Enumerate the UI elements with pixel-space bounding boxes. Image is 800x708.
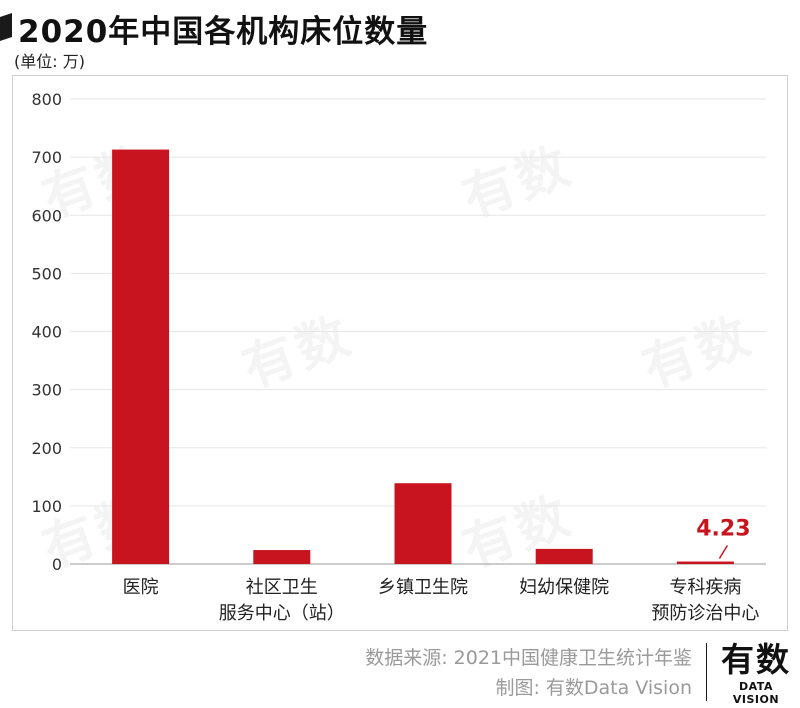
brand-logo: 有数 DATA VISION xyxy=(716,640,796,706)
logo-sub-text: DATA VISION xyxy=(732,680,780,706)
y-tick-label: 300 xyxy=(31,381,62,400)
bar xyxy=(394,483,452,564)
logo-main-text: 有数 xyxy=(721,640,791,679)
x-tick-label: 服务中心（站） xyxy=(219,603,345,624)
x-tick-label: 医院 xyxy=(123,577,159,598)
y-tick-label: 200 xyxy=(31,439,62,458)
y-tick-label: 400 xyxy=(31,323,62,342)
chart-title: 2020年中国各机构床位数量 xyxy=(18,14,429,50)
y-tick-label: 500 xyxy=(31,264,62,283)
title-marker xyxy=(0,13,12,41)
logo-divider xyxy=(706,643,707,701)
y-tick-label: 100 xyxy=(31,497,62,516)
data-label-leader xyxy=(718,545,729,559)
source-note: 数据来源: 2021中国健康卫生统计年鉴 制图: 有数Data Vision xyxy=(365,643,692,703)
data-label: 4.23 xyxy=(696,517,750,542)
source-text: 数据来源: 2021中国健康卫生统计年鉴 xyxy=(365,647,692,669)
bar xyxy=(112,149,170,564)
x-tick-label: 乡镇卫生院 xyxy=(378,577,468,598)
unit-label: (单位: 万) xyxy=(14,52,85,71)
x-tick-label: 预防诊治中心 xyxy=(651,603,759,624)
maker-text: 制图: 有数Data Vision xyxy=(495,677,692,699)
y-tick-label: 600 xyxy=(31,206,62,225)
x-tick-label: 社区卫生 xyxy=(246,577,318,598)
y-tick-label: 0 xyxy=(52,555,62,574)
y-tick-label: 800 xyxy=(31,90,62,109)
bar xyxy=(253,550,311,564)
y-tick-label: 700 xyxy=(31,148,62,167)
x-tick-label: 妇幼保健院 xyxy=(519,577,609,598)
bar xyxy=(676,561,734,564)
bar xyxy=(535,548,593,564)
x-tick-label: 专科疾病 xyxy=(669,577,741,598)
